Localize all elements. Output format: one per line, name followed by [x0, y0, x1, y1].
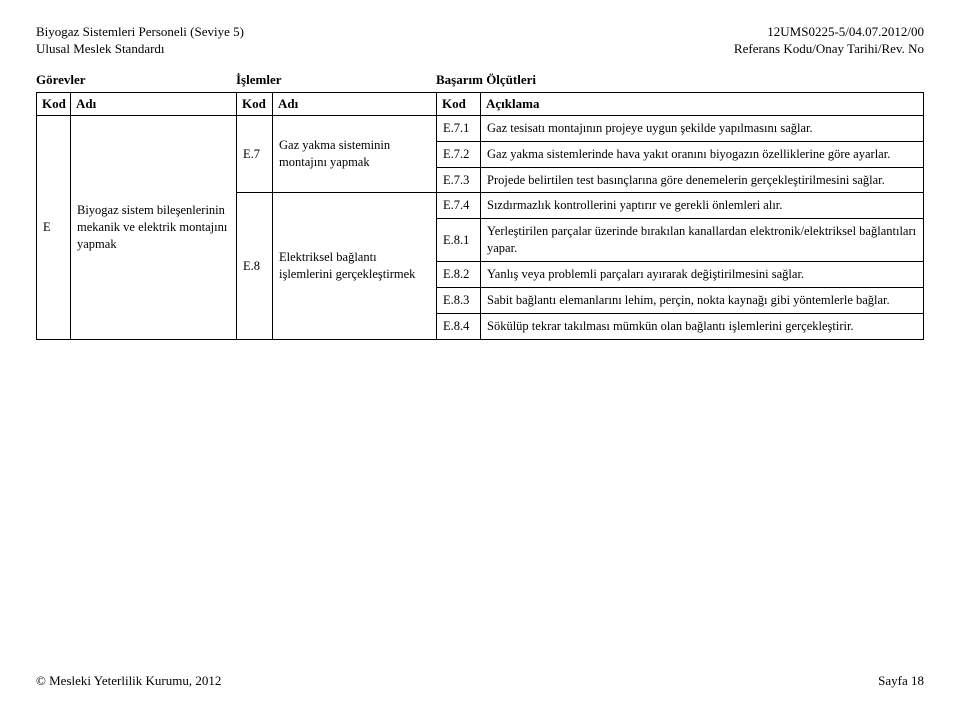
header-left-line2: Ulusal Meslek Standardı — [36, 41, 244, 58]
table-row: E Biyogaz sistem bileşenlerinin mekanik … — [37, 115, 924, 141]
crit-kod: E.8.3 — [437, 287, 481, 313]
crit-kod: E.8.2 — [437, 262, 481, 288]
op-adi: Elektriksel bağlantı işlemlerini gerçekl… — [273, 193, 437, 339]
op-adi: Gaz yakma sisteminin montajını yapmak — [273, 115, 437, 193]
crit-text: Sökülüp tekrar takılması mümkün olan bağ… — [481, 313, 924, 339]
crit-text: Sızdırmazlık kontrollerini yaptırır ve g… — [481, 193, 924, 219]
header-right: 12UMS0225-5/04.07.2012/00 Referans Kodu/… — [734, 24, 924, 58]
col-kod-1: Kod — [37, 92, 71, 115]
crit-kod: E.7.1 — [437, 115, 481, 141]
header-right-line1: 12UMS0225-5/04.07.2012/00 — [767, 24, 924, 41]
header-right-line2: Referans Kodu/Onay Tarihi/Rev. No — [734, 41, 924, 58]
task-kod: E — [37, 115, 71, 339]
crit-kod: E.8.1 — [437, 219, 481, 262]
page-footer: © Mesleki Yeterlilik Kurumu, 2012 Sayfa … — [36, 673, 924, 689]
col-adi-2: Adı — [273, 92, 437, 115]
criteria-table: Kod Adı Kod Adı Kod Açıklama E Biyogaz s… — [36, 92, 924, 340]
col-aciklama: Açıklama — [481, 92, 924, 115]
crit-text: Projede belirtilen test basınçlarına gör… — [481, 167, 924, 193]
label-gorevler: Görevler — [36, 72, 236, 88]
crit-kod: E.8.4 — [437, 313, 481, 339]
crit-text: Gaz tesisatı montajının projeye uygun şe… — [481, 115, 924, 141]
crit-text: Yerleştirilen parçalar üzerinde bırakıla… — [481, 219, 924, 262]
crit-kod: E.7.4 — [437, 193, 481, 219]
footer-left: © Mesleki Yeterlilik Kurumu, 2012 — [36, 673, 221, 689]
table-header-row: Kod Adı Kod Adı Kod Açıklama — [37, 92, 924, 115]
label-basarim: Başarım Ölçütleri — [436, 72, 924, 88]
col-adi-1: Adı — [71, 92, 237, 115]
col-kod-2: Kod — [237, 92, 273, 115]
crit-text: Yanlış veya problemli parçaları ayırarak… — [481, 262, 924, 288]
crit-text: Gaz yakma sistemlerinde hava yakıt oranı… — [481, 141, 924, 167]
section-labels: Görevler İşlemler Başarım Ölçütleri — [36, 72, 924, 88]
crit-text: Sabit bağlantı elemanlarını lehim, perçi… — [481, 287, 924, 313]
header-left-line1: Biyogaz Sistemleri Personeli (Seviye 5) — [36, 24, 244, 41]
crit-kod: E.7.3 — [437, 167, 481, 193]
task-adi: Biyogaz sistem bileşenlerinin mekanik ve… — [71, 115, 237, 339]
op-kod: E.8 — [237, 193, 273, 339]
header-left: Biyogaz Sistemleri Personeli (Seviye 5) … — [36, 24, 244, 58]
col-kod-3: Kod — [437, 92, 481, 115]
op-kod: E.7 — [237, 115, 273, 193]
label-islemler: İşlemler — [236, 72, 436, 88]
crit-kod: E.7.2 — [437, 141, 481, 167]
page-header: Biyogaz Sistemleri Personeli (Seviye 5) … — [36, 24, 924, 58]
footer-right: Sayfa 18 — [878, 673, 924, 689]
